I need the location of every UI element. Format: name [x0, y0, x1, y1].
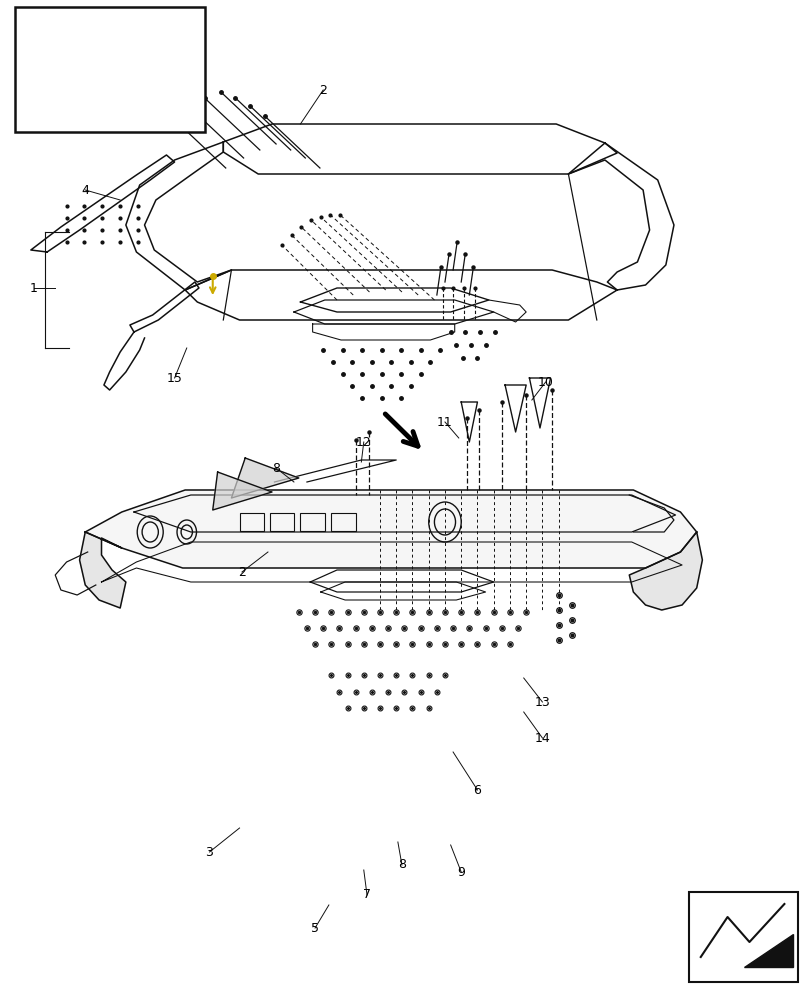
Polygon shape	[629, 532, 702, 610]
Text: 1: 1	[30, 282, 38, 294]
Bar	[239, 513, 264, 531]
Text: 2: 2	[238, 566, 246, 578]
Text: 15: 15	[166, 371, 182, 384]
Text: 3: 3	[205, 846, 213, 858]
Bar	[300, 513, 324, 531]
Text: 12: 12	[355, 436, 371, 448]
Bar	[688, 892, 797, 982]
Text: 8: 8	[272, 462, 280, 475]
Text: 7: 7	[363, 888, 371, 902]
Text: 6: 6	[473, 784, 481, 796]
Bar	[269, 513, 294, 531]
Text: 9: 9	[457, 865, 465, 879]
Text: 2: 2	[319, 84, 327, 97]
Polygon shape	[231, 458, 298, 498]
Text: 10: 10	[537, 375, 553, 388]
Text: 11: 11	[436, 416, 453, 428]
Text: 13: 13	[534, 696, 550, 708]
Text: 14: 14	[534, 732, 550, 744]
Bar	[331, 513, 355, 531]
Text: 5: 5	[311, 922, 319, 934]
Polygon shape	[79, 532, 126, 608]
Polygon shape	[212, 472, 272, 510]
Polygon shape	[85, 490, 696, 568]
Bar	[15, 7, 205, 132]
Text: 4: 4	[81, 184, 89, 196]
Text: 8: 8	[397, 858, 406, 871]
Polygon shape	[743, 934, 792, 967]
